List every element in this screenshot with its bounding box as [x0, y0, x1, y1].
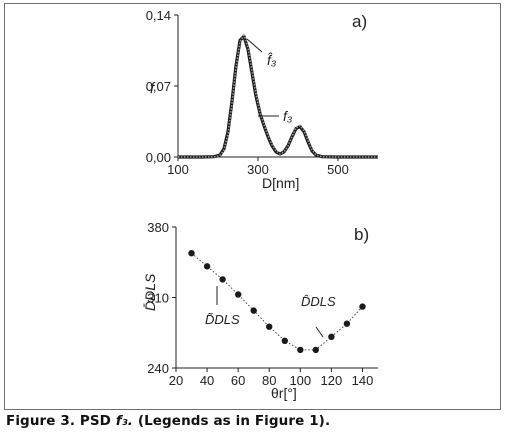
panel-a-ytick-label: 0,00	[146, 150, 171, 165]
data-point	[281, 337, 288, 344]
data-point	[219, 276, 226, 283]
caption-suffix: (Legends as in Figure 1).	[133, 413, 331, 429]
annotation-dtilde-label: D̃DLS	[205, 312, 240, 327]
panel-b-xlabel: θr[°]	[271, 385, 297, 401]
data-point	[203, 263, 211, 270]
panel-a-chart: 100 300 500 0,00 0,07 0,14 a) f D[nm] f̂₃ f₃	[146, 8, 378, 191]
panel-b-xtick-label: 100	[289, 373, 311, 388]
panel-a-ylabel: f	[150, 80, 156, 97]
figure-caption: Figure 3. PSD f₃. (Legends as in Figure …	[6, 413, 330, 429]
data-point	[359, 303, 366, 310]
data-point	[188, 250, 195, 257]
panel-b-chart: 20 40 60 80 100 120 140 240 310 380 b) D̄DLS θr[°…	[142, 220, 378, 401]
series-fhat-line	[178, 34, 378, 159]
data-point	[328, 333, 335, 340]
panel-b-ylabel: D̄DLS	[142, 273, 158, 311]
panel-a-xtick-label: 300	[247, 162, 269, 177]
annotation-dhat-leader	[315, 326, 324, 338]
data-point	[297, 346, 304, 354]
panel-b-xtick-label: 140	[352, 373, 374, 388]
annotation-fhat-leader	[246, 38, 263, 53]
panel-a-ytick-label: 0,14	[146, 8, 171, 23]
panel-b-ytick-label: 310	[147, 291, 169, 306]
data-point	[235, 291, 242, 298]
data-point	[266, 323, 273, 330]
panel-b-xtick-label: 40	[200, 373, 214, 388]
panel-a-label: a)	[352, 12, 367, 31]
panel-a-xtick-label: 100	[167, 162, 189, 177]
caption-symbol: f₃.	[115, 413, 134, 429]
data-point	[312, 346, 319, 354]
panel-b-xtick-label: 20	[169, 373, 183, 388]
figure-frame	[4, 3, 501, 410]
annotation-f3-label: f₃	[283, 108, 293, 124]
annotation-dhat-label: D̂DLS	[301, 294, 336, 309]
panel-b-xtick-label: 60	[231, 373, 245, 388]
panel-b-label: b)	[354, 225, 369, 244]
panel-a-xtick-label: 500	[327, 162, 349, 177]
panel-b-ytick-label: 240	[147, 361, 169, 376]
panel-b-xtick-label: 120	[321, 373, 343, 388]
series-f3-line	[178, 33, 378, 158]
data-point	[250, 307, 257, 314]
annotation-fhat-label: f̂₃	[267, 52, 277, 68]
panel-b-xtick-label: 80	[262, 373, 276, 388]
panel-a-ytick-label: 0,07	[146, 79, 171, 94]
panel-a-xlabel: D[nm]	[262, 175, 299, 191]
caption-prefix: Figure 3. PSD	[6, 413, 116, 429]
panel-b-ytick-label: 380	[147, 220, 169, 235]
data-point	[343, 320, 351, 327]
